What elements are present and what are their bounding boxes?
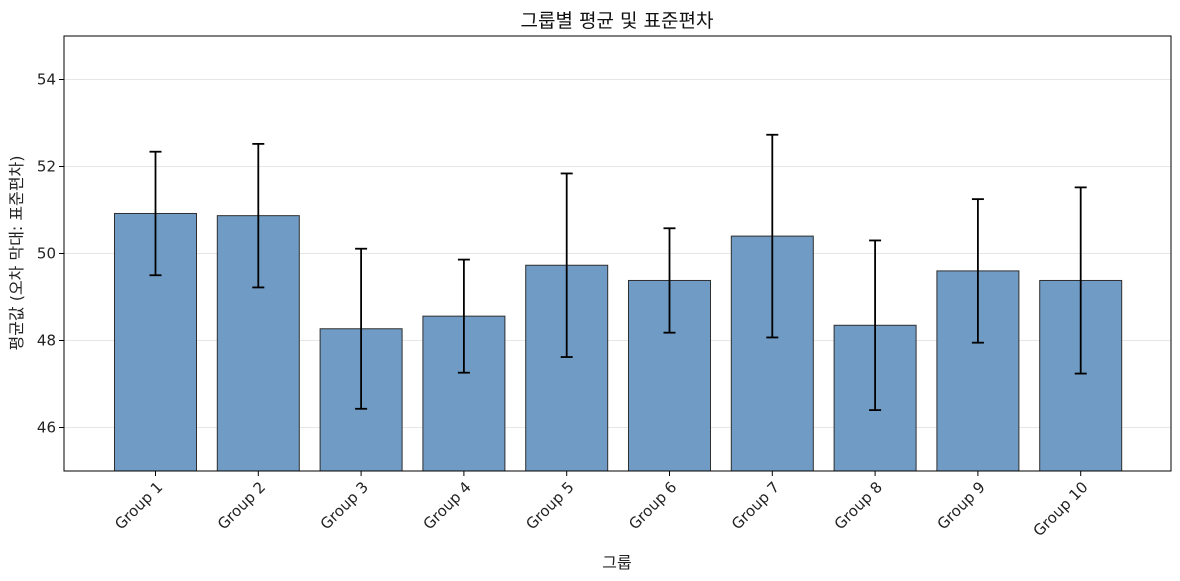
y-tick-label: 50 <box>37 245 56 263</box>
x-tick-label: Group 8 <box>831 478 886 533</box>
error-bar <box>971 198 984 344</box>
y-axis-label: 평균값 (오차 막대: 표준편차) <box>7 155 26 350</box>
x-tick-label: Group 10 <box>1030 478 1092 540</box>
error-bar <box>457 258 470 374</box>
x-tick-label: Group 9 <box>934 478 989 533</box>
x-axis: Group 1 Group 2 Group 3 Group 4 Group 5 Group… <box>111 471 1092 540</box>
x-tick-label: Group 7 <box>728 478 783 533</box>
x-axis-label: 그룹 <box>602 553 631 572</box>
x-tick-label: Group 4 <box>420 478 475 533</box>
error-bar <box>663 227 676 334</box>
error-bar <box>149 150 162 277</box>
bars <box>114 212 1123 472</box>
error-bar <box>355 247 368 410</box>
y-tick-label: 52 <box>37 158 56 176</box>
chart-title: 그룹별 평균 및 표준편차 <box>521 10 714 32</box>
x-tick-label: Group 5 <box>522 478 577 533</box>
error-bars <box>149 133 1087 412</box>
y-tick-label: 54 <box>37 71 56 89</box>
y-tick-label: 48 <box>37 332 56 350</box>
x-tick-label: Group 3 <box>317 478 372 533</box>
x-tick-label: Group 1 <box>111 478 166 533</box>
error-bar <box>869 239 882 412</box>
error-bar <box>252 142 265 289</box>
y-axis: 46 48 50 52 54 <box>37 71 64 437</box>
error-bar <box>560 172 573 358</box>
error-bar <box>1074 186 1087 375</box>
y-tick-label: 46 <box>37 419 56 437</box>
error-bar <box>766 133 779 339</box>
x-tick-label: Group 6 <box>625 478 680 533</box>
x-tick-label: Group 2 <box>214 478 269 533</box>
